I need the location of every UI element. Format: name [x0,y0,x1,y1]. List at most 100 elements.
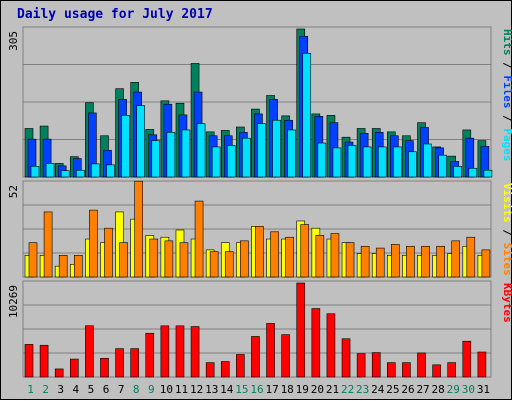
panel-1-max-label: 305 [7,31,20,51]
bar-pages-day-28 [438,154,447,178]
bar-pages-day-8 [136,105,145,178]
bar-sites-day-2 [43,211,53,278]
bar-kbytes-day-5 [85,325,94,378]
bar-pages-day-24 [377,146,387,178]
bar-sites-day-18 [285,236,294,278]
bar-sites-day-19 [300,224,310,278]
bar-pages-day-21 [332,147,342,178]
panel-3: 10269 KBytes [7,280,512,378]
bar-kbytes-day-27 [417,352,426,378]
bar-kbytes-day-20 [311,308,321,378]
day-label-7: 7 [118,383,125,396]
bar-kbytes-day-17 [266,323,275,378]
bar-sites-day-12 [194,200,204,278]
bar-sites-day-31 [481,249,491,278]
bar-pages-day-16 [257,123,266,178]
bar-sites-day-1 [28,242,38,278]
bar-pages-day-29 [453,166,463,178]
day-label-30: 30 [462,383,475,396]
bar-pages-day-1 [30,166,40,178]
bar-kbytes-day-26 [402,362,411,378]
panel-3-legend: KBytes [501,283,512,323]
day-label-1: 1 [27,383,34,396]
bar-pages-day-23 [362,146,372,178]
chart-title: Daily usage for July 2017 [17,7,213,22]
bar-kbytes-day-28 [432,364,441,378]
bar-pages-day-14 [226,145,236,178]
bar-kbytes-day-25 [387,362,396,378]
bar-pages-day-19 [302,52,312,178]
bar-kbytes-day-12 [190,326,200,378]
bar-pages-day-17 [272,119,281,178]
day-label-12: 12 [190,383,203,396]
bar-kbytes-day-22 [341,338,351,378]
legend-pages: Pages [501,128,512,161]
bar-sites-day-13 [209,251,219,278]
bar-kbytes-day-31 [477,351,487,378]
bar-pages-day-7 [121,115,130,178]
bar-sites-day-22 [345,242,355,278]
bar-kbytes-day-18 [281,334,290,378]
bar-pages-day-18 [287,129,296,178]
bar-pages-day-15 [242,137,251,178]
legend-files: Files [501,75,512,108]
day-label-14: 14 [220,383,234,396]
day-label-28: 28 [432,383,445,396]
bar-sites-day-27 [421,245,430,278]
bar-sites-day-7 [119,242,128,278]
bar-sites-day-17 [270,231,279,278]
bar-kbytes-day-10 [160,325,170,378]
day-label-2: 2 [42,383,49,396]
bar-kbytes-day-3 [54,368,64,378]
bar-kbytes-day-16 [251,336,260,378]
bar-kbytes-day-24 [371,352,381,378]
bar-sites-day-16 [255,226,264,278]
day-label-19: 19 [296,383,309,396]
day-label-24: 24 [371,383,385,396]
day-label-11: 11 [175,383,188,396]
day-label-26: 26 [401,383,414,396]
day-label-25: 25 [386,383,399,396]
panel-1-legend: Hits / Files / Pages [501,29,512,162]
bar-kbytes-day-19 [296,282,306,378]
bar-pages-day-6 [106,164,115,178]
day-label-20: 20 [311,383,324,396]
bar-kbytes-day-30 [462,340,472,378]
day-label-17: 17 [265,383,278,396]
day-label-22: 22 [341,383,354,396]
day-label-15: 15 [235,383,248,396]
bar-kbytes-day-11 [175,325,185,378]
day-label-23: 23 [356,383,369,396]
bar-kbytes-day-4 [69,358,79,378]
day-label-4: 4 [73,383,80,396]
bar-sites-day-29 [451,240,461,278]
bar-kbytes-day-23 [356,353,366,378]
bar-kbytes-day-2 [39,344,49,378]
bar-pages-day-26 [408,151,417,178]
day-label-3: 3 [57,383,64,396]
bar-kbytes-day-7 [115,348,124,378]
day-label-27: 27 [416,383,429,396]
bar-pages-day-22 [347,145,357,178]
bar-sites-day-25 [391,244,400,278]
bar-sites-day-5 [89,209,98,278]
bar-pages-day-13 [211,146,221,178]
bar-sites-day-24 [375,247,385,278]
bar-kbytes-day-29 [447,362,457,378]
bar-pages-day-5 [91,163,100,178]
bar-kbytes-day-8 [130,348,139,378]
panel-2: 52 Visits / Sites [7,180,512,278]
day-label-8: 8 [133,383,140,396]
bar-sites-day-26 [406,245,415,278]
panel-2-legend: Visits / Sites [501,183,512,276]
bar-pages-day-11 [181,129,191,178]
bar-pages-day-3 [60,170,70,178]
bar-pages-day-31 [483,169,493,178]
bar-kbytes-day-21 [326,313,336,378]
day-label-29: 29 [447,383,460,396]
panel-2-max-label: 52 [7,185,20,198]
legend-hits: Hits [501,29,512,56]
bar-sites-day-21 [330,233,340,278]
bar-pages-day-10 [166,132,176,178]
